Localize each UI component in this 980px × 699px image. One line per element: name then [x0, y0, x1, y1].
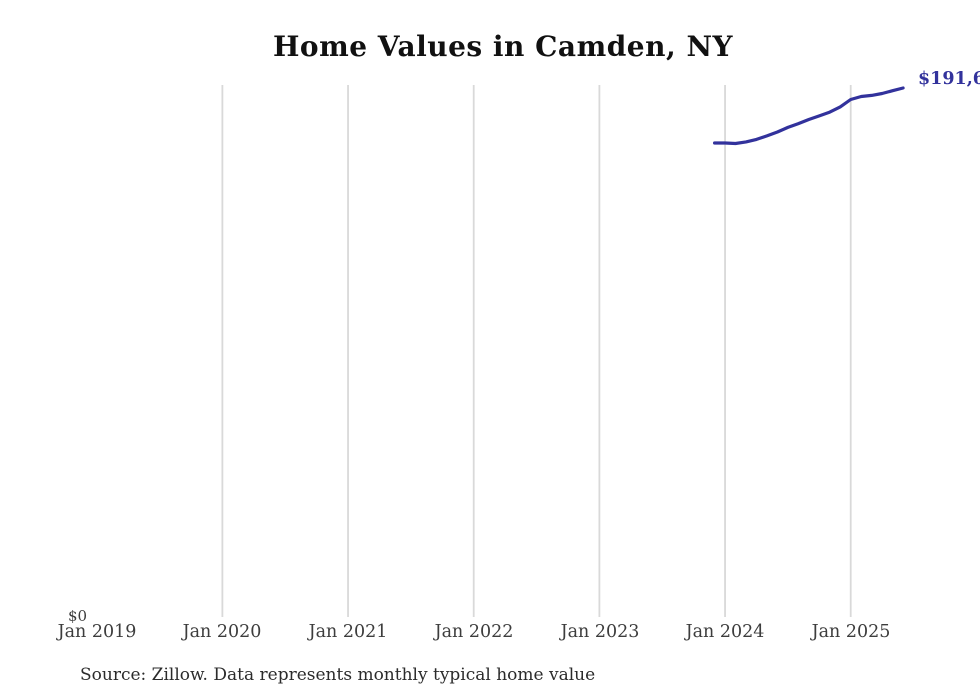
x-tick-label: Jan 2022: [434, 622, 514, 642]
chart-title: Home Values in Camden, NY: [272, 30, 734, 63]
x-tick-label: Jan 2020: [182, 622, 262, 642]
x-tick-label: Jan 2025: [811, 622, 891, 642]
home-value-line: [713, 86, 905, 146]
y-tick-label-zero: $0: [68, 607, 88, 625]
x-tick-label: Jan 2021: [308, 622, 388, 642]
x-tick-label: Jan 2019: [57, 622, 137, 642]
x-tick-label: Jan 2024: [685, 622, 765, 642]
x-tick-label: Jan 2023: [560, 622, 640, 642]
source-note: Source: Zillow. Data represents monthly …: [80, 665, 596, 685]
end-value-label: $191,6: [918, 69, 980, 89]
